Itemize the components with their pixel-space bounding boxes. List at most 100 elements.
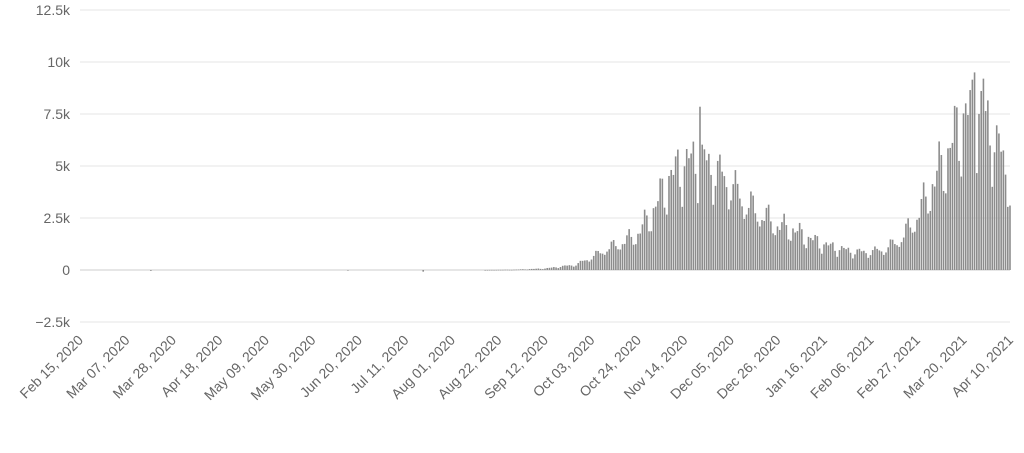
bar — [575, 265, 577, 270]
bar — [998, 133, 1000, 270]
bar — [820, 253, 823, 270]
bar — [783, 213, 785, 270]
bar — [953, 105, 956, 270]
bar — [931, 184, 934, 270]
bar — [537, 268, 540, 270]
bar — [898, 246, 901, 270]
bar — [564, 265, 566, 270]
bar — [486, 269, 489, 271]
bar — [610, 241, 613, 270]
bar — [956, 107, 958, 270]
bar — [942, 190, 945, 270]
bar — [510, 269, 513, 271]
bar — [845, 249, 847, 270]
bar — [347, 270, 349, 271]
y-tick-label-0: −2.5k — [35, 314, 71, 330]
bar — [422, 270, 425, 272]
bar — [719, 154, 721, 270]
bar — [1009, 205, 1011, 270]
bar — [750, 191, 752, 270]
bar — [891, 239, 894, 270]
bar — [922, 182, 925, 270]
bar — [581, 260, 584, 270]
bar — [584, 260, 586, 270]
bar — [975, 173, 978, 270]
bar — [756, 221, 759, 270]
bar — [900, 242, 903, 270]
bar — [944, 193, 947, 270]
bar — [714, 185, 717, 270]
bar — [586, 260, 588, 270]
bar — [535, 268, 537, 270]
bar — [530, 268, 533, 270]
bar — [925, 196, 927, 270]
bar — [880, 251, 883, 270]
bar — [1002, 150, 1005, 270]
bar — [632, 244, 635, 270]
bar — [1000, 151, 1002, 270]
bar — [1004, 174, 1007, 270]
bar — [995, 125, 998, 270]
bar — [550, 267, 553, 270]
bar-series — [150, 72, 1011, 272]
bar — [579, 260, 582, 270]
bar — [778, 229, 781, 270]
bar — [825, 242, 828, 270]
bar — [812, 240, 814, 270]
bar — [491, 269, 493, 271]
bar — [544, 268, 546, 270]
bar — [863, 250, 865, 270]
bar — [911, 232, 914, 270]
bar — [971, 79, 974, 270]
bar — [488, 269, 491, 271]
bar — [1006, 206, 1009, 270]
y-tick-label-4: 7.5k — [44, 106, 71, 122]
bar — [683, 166, 686, 270]
bar — [561, 265, 564, 270]
bar — [650, 231, 653, 270]
bar — [871, 250, 874, 270]
bar — [909, 227, 912, 270]
y-tick-label-6: 12.5k — [36, 2, 71, 18]
bar — [703, 149, 706, 270]
bar — [592, 255, 595, 270]
bar — [588, 261, 591, 270]
bar — [836, 256, 839, 270]
bar — [774, 235, 777, 270]
bar — [874, 246, 876, 270]
bar — [519, 269, 522, 270]
bar — [905, 223, 907, 270]
bar — [652, 208, 655, 270]
bar — [603, 254, 606, 270]
bar — [989, 145, 991, 270]
bar — [987, 100, 989, 271]
bar — [677, 149, 679, 270]
bar — [484, 269, 487, 271]
bar — [980, 91, 983, 271]
bar — [553, 267, 555, 270]
bar — [834, 250, 836, 270]
bar — [628, 229, 630, 270]
bar — [566, 265, 568, 270]
bar — [896, 245, 898, 270]
bar — [705, 160, 708, 270]
y-tick-label-1: 0 — [62, 262, 70, 278]
bar — [840, 246, 843, 270]
bar — [807, 236, 810, 270]
bar — [641, 224, 644, 270]
bar — [513, 269, 515, 271]
bar — [663, 207, 666, 270]
bar — [606, 251, 608, 270]
bar — [867, 257, 870, 270]
bar — [546, 267, 549, 270]
bar — [736, 183, 739, 270]
bar — [597, 250, 599, 270]
bar — [730, 200, 732, 270]
bar — [754, 213, 757, 270]
bar — [626, 235, 628, 270]
bar — [829, 243, 832, 270]
bar — [856, 249, 859, 270]
bar — [595, 250, 597, 270]
bar — [612, 240, 615, 270]
bar — [818, 248, 821, 270]
